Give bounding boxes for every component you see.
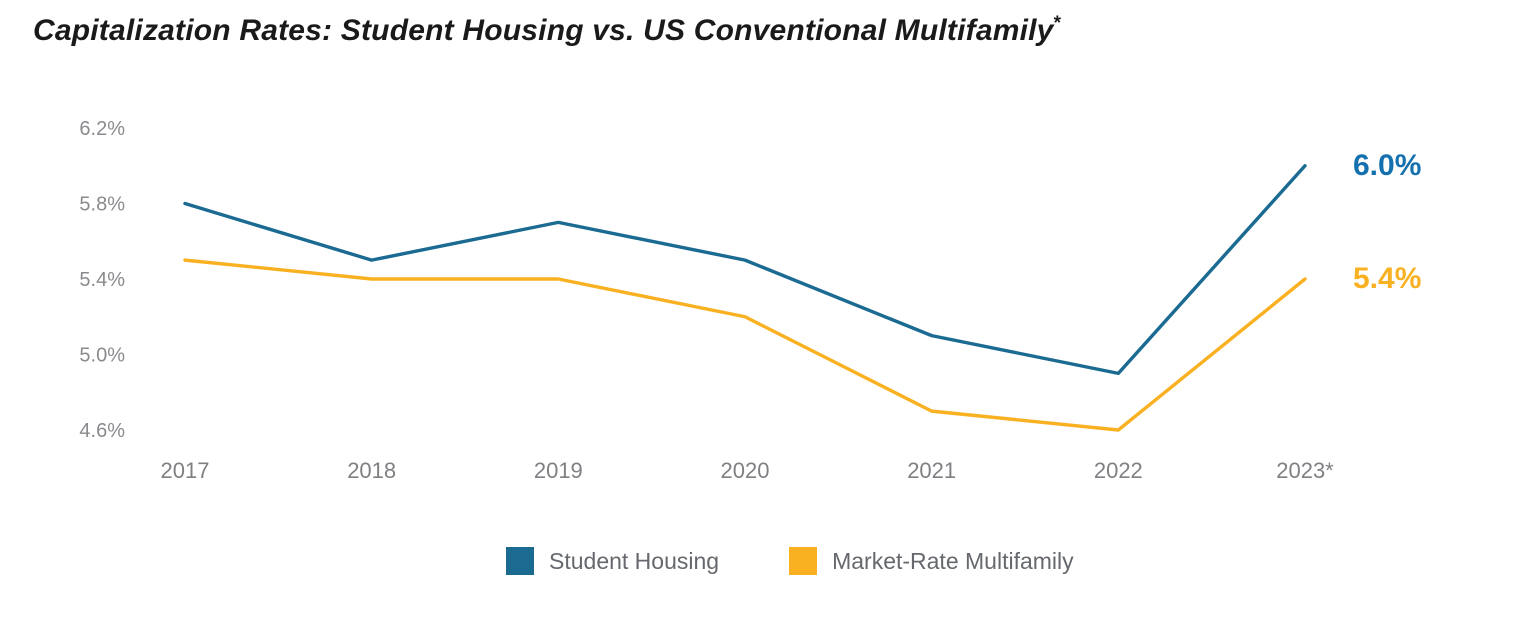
y-axis-tick-label: 5.8% xyxy=(79,194,125,216)
x-axis-tick-label: 2023* xyxy=(1276,458,1334,483)
legend-swatch-market-rate-multifamily xyxy=(789,547,818,575)
legend-label-market-rate-multifamily: Market-Rate Multifamily xyxy=(832,547,1074,574)
chart-title: Capitalization Rates: Student Housing vs… xyxy=(33,14,1061,48)
series-line-market-rate-multifamily xyxy=(183,258,1307,432)
chart-legend: Student Housing Market-Rate Multifamily xyxy=(506,547,1074,575)
x-axis-tick-label: 2021 xyxy=(907,458,956,483)
x-axis-tick-label: 2022 xyxy=(1094,458,1143,483)
series-line-student-housing xyxy=(183,164,1307,376)
legend-label-student-housing: Student Housing xyxy=(549,547,720,574)
x-axis-tick-label: 2018 xyxy=(347,458,396,483)
legend-swatch-student-housing xyxy=(506,547,534,575)
legend-item-market-rate-multifamily: Market-Rate Multifamily xyxy=(789,547,1074,575)
series-end-value-label-market-rate-multifamily: 5.4% xyxy=(1353,262,1421,295)
y-axis-tick-label: 5.4% xyxy=(79,269,125,291)
legend-item-student-housing: Student Housing xyxy=(506,547,719,575)
chart-title-text: Capitalization Rates: Student Housing vs… xyxy=(33,14,1054,47)
x-axis-tick-label: 2017 xyxy=(161,458,210,483)
chart-title-footnote-asterisk: * xyxy=(1053,13,1062,34)
y-axis-tick-label: 5.0% xyxy=(79,345,125,367)
series-end-value-label-student-housing: 6.0% xyxy=(1353,149,1421,182)
y-axis-tick-label: 4.6% xyxy=(79,420,125,442)
x-axis-tick-label: 2020 xyxy=(721,458,770,483)
x-axis-tick-label: 2019 xyxy=(534,458,583,483)
y-axis-tick-label: 6.2% xyxy=(79,118,125,140)
